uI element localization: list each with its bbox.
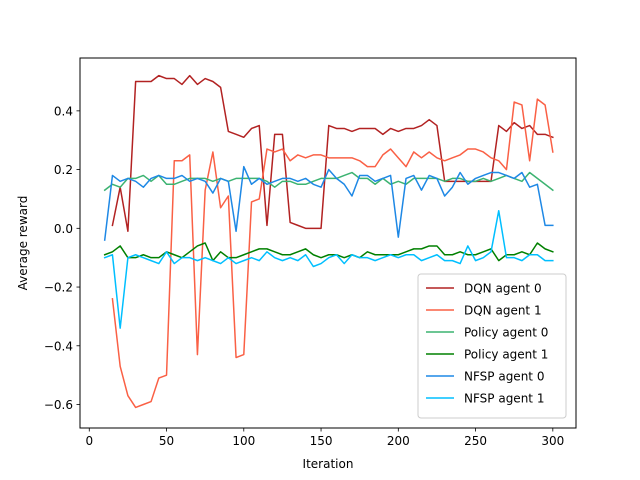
y-axis: −0.6 −0.4 −0.2 0.0 0.2 0.4 <box>44 104 80 412</box>
x-tick-label: 250 <box>464 434 487 448</box>
x-tick-label: 50 <box>159 434 174 448</box>
legend-label: NFSP agent 1 <box>464 392 544 406</box>
plot-frame <box>79 57 577 429</box>
y-tick-label: −0.4 <box>44 339 73 353</box>
series-line-1 <box>111 98 554 409</box>
x-tick-label: 200 <box>387 434 410 448</box>
y-axis-label: Average reward <box>16 196 30 291</box>
legend-label: NFSP agent 0 <box>464 370 544 384</box>
y-tick-label: −0.6 <box>44 398 73 412</box>
y-tick-label: −0.2 <box>44 281 73 295</box>
series-line-3 <box>103 242 554 262</box>
x-tick-label: 150 <box>310 434 333 448</box>
y-tick-label: 0.0 <box>54 222 73 236</box>
series-line-2 <box>103 171 554 192</box>
y-tick-label: 0.2 <box>54 163 73 177</box>
legend-label: Policy agent 1 <box>464 348 548 362</box>
series-layer <box>103 74 554 409</box>
x-axis-label: Iteration <box>303 457 354 471</box>
series-line-0 <box>111 74 554 232</box>
x-tick-label: 0 <box>85 434 93 448</box>
legend-box <box>417 273 567 419</box>
y-tick-label: 0.4 <box>54 104 73 118</box>
x-tick-label: 100 <box>232 434 255 448</box>
legend-label: DQN agent 0 <box>464 282 542 296</box>
legend: DQN agent 0 DQN agent 1 Policy agent 0 Poli… <box>417 273 567 419</box>
x-axis: 0 50 100 150 200 250 300 <box>85 428 564 448</box>
series-line-4 <box>103 165 554 241</box>
legend-label: DQN agent 1 <box>464 304 542 318</box>
legend-label: Policy agent 0 <box>464 326 548 340</box>
series-line-5 <box>103 209 554 329</box>
x-tick-label: 300 <box>541 434 564 448</box>
